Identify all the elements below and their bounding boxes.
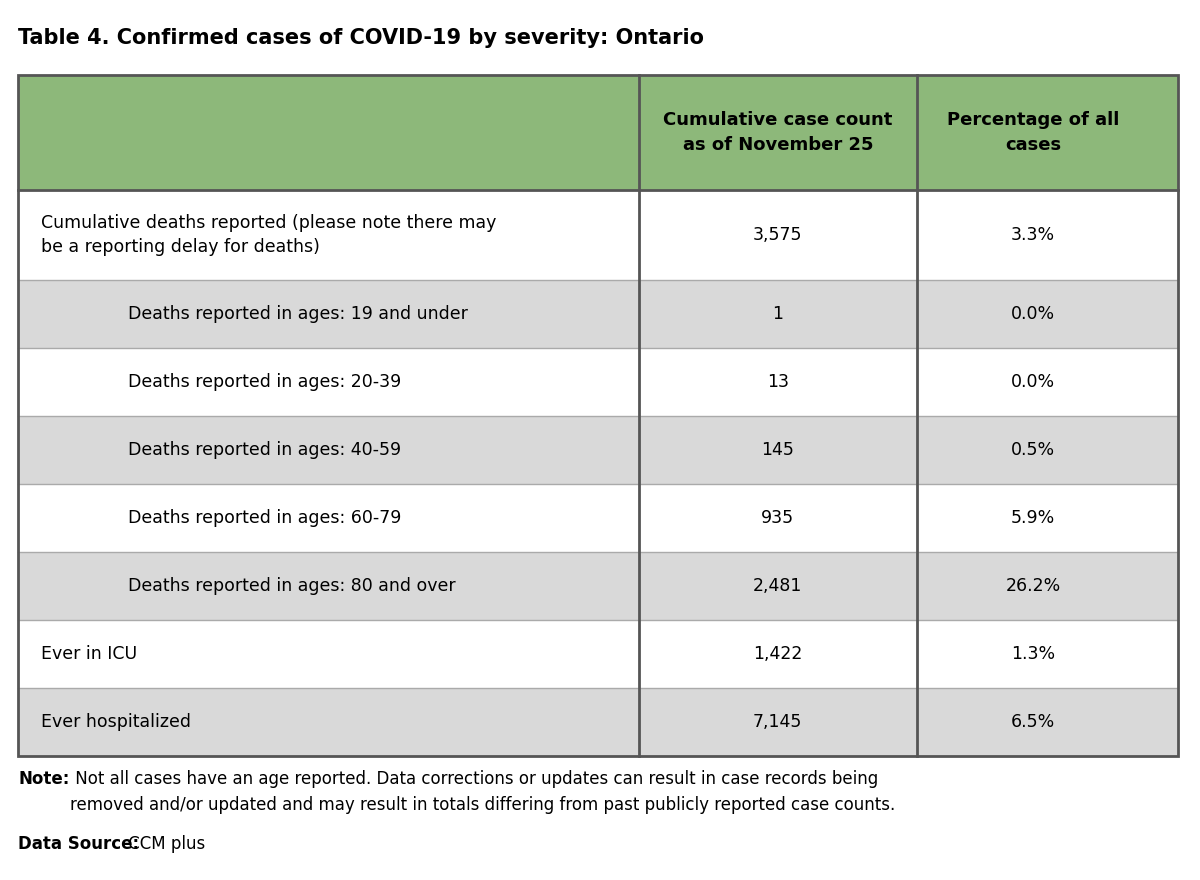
Bar [18,280,1178,348]
Text: 26.2%: 26.2% [1006,577,1061,595]
Text: Deaths reported in ages: 20-39: Deaths reported in ages: 20-39 [128,373,402,391]
Text: 1.3%: 1.3% [1010,645,1055,663]
Text: 0.0%: 0.0% [1010,373,1055,391]
Bar [18,620,1178,688]
Text: 7,145: 7,145 [754,713,803,731]
Text: Note:: Note: [18,770,70,788]
Text: 935: 935 [761,509,794,527]
Text: Ever in ICU: Ever in ICU [41,645,137,663]
Bar [18,190,1178,280]
Text: 3,575: 3,575 [754,226,803,244]
Bar [18,75,1178,756]
Bar [18,688,1178,756]
Text: Cumulative case count
as of November 25: Cumulative case count as of November 25 [664,111,893,154]
Bar [18,348,1178,416]
Text: Deaths reported in ages: 80 and over: Deaths reported in ages: 80 and over [128,577,456,595]
Text: 13: 13 [767,373,788,391]
Bar [18,552,1178,620]
Text: Deaths reported in ages: 40-59: Deaths reported in ages: 40-59 [128,441,401,459]
Text: 5.9%: 5.9% [1010,509,1055,527]
Text: 1,422: 1,422 [754,645,803,663]
Text: 145: 145 [761,441,794,459]
Text: Not all cases have an age reported. Data corrections or updates can result in ca: Not all cases have an age reported. Data… [70,770,895,814]
Text: CCM plus: CCM plus [124,835,205,853]
Text: 3.3%: 3.3% [1010,226,1055,244]
Text: Deaths reported in ages: 60-79: Deaths reported in ages: 60-79 [128,509,402,527]
Text: Ever hospitalized: Ever hospitalized [41,713,191,731]
Text: Percentage of all
cases: Percentage of all cases [947,111,1120,154]
Bar [18,416,1178,484]
Text: Data Source:: Data Source: [18,835,139,853]
Text: 0.0%: 0.0% [1010,305,1055,323]
Text: 6.5%: 6.5% [1010,713,1055,731]
Bar [18,484,1178,552]
Text: 2,481: 2,481 [754,577,803,595]
Text: Cumulative deaths reported (please note there may
be a reporting delay for death: Cumulative deaths reported (please note … [41,214,497,256]
Text: 1: 1 [773,305,784,323]
Text: Table 4. Confirmed cases of COVID-19 by severity: Ontario: Table 4. Confirmed cases of COVID-19 by … [18,28,704,48]
Bar [18,75,1178,190]
Text: Deaths reported in ages: 19 and under: Deaths reported in ages: 19 and under [128,305,468,323]
Text: 0.5%: 0.5% [1010,441,1055,459]
